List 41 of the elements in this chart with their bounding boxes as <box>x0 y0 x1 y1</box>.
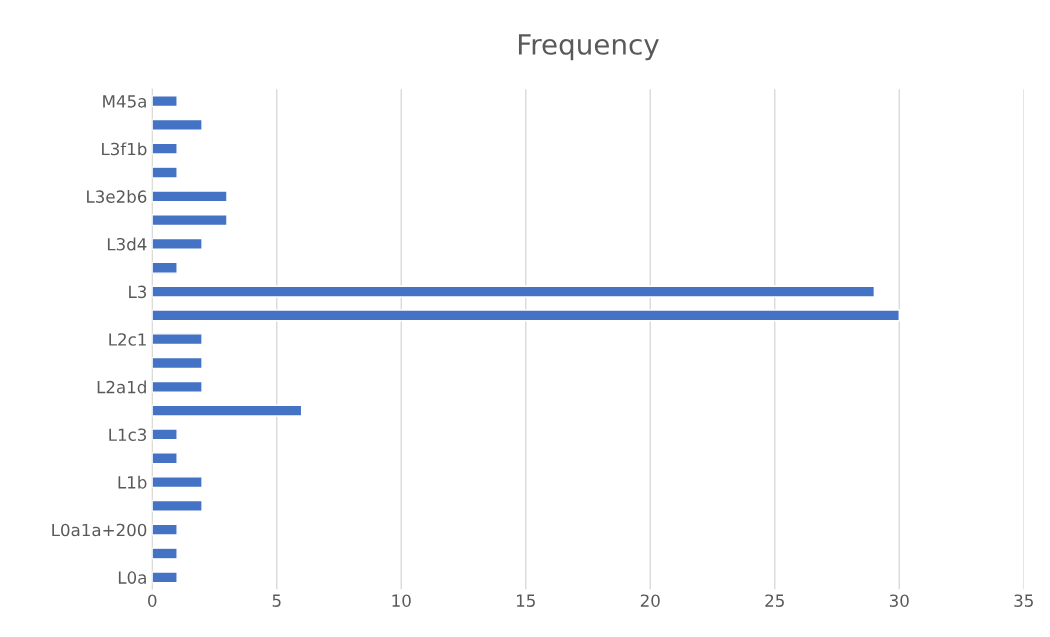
bar <box>152 476 203 489</box>
bar <box>152 285 876 298</box>
bar <box>152 356 203 370</box>
y-tick-label: L2c1 <box>109 333 146 346</box>
bar <box>152 333 203 346</box>
y-tick-label: L0a <box>118 571 146 584</box>
bar <box>152 404 303 417</box>
y-tick-label: L3 <box>129 285 147 299</box>
bar <box>152 499 203 512</box>
x-tick-label: 35 <box>1014 594 1033 607</box>
bar <box>152 452 178 465</box>
x-tick-label: 0 <box>148 594 157 607</box>
bar <box>152 309 900 322</box>
y-tick-label: L2a1d <box>97 380 146 394</box>
x-tick-label: 10 <box>392 594 411 607</box>
bar <box>152 95 178 108</box>
bar <box>152 190 228 203</box>
bar <box>152 237 203 251</box>
y-tick-label: L0a1a+200 <box>52 523 147 537</box>
x-tick-label: 5 <box>272 594 281 607</box>
bar <box>152 571 178 584</box>
bar <box>152 380 203 393</box>
chart-title: Frequency <box>518 34 659 61</box>
x-tick-label: 20 <box>640 594 660 607</box>
bar <box>152 547 178 560</box>
bar <box>152 428 178 441</box>
y-tick-label: L1c3 <box>109 428 147 442</box>
bar <box>152 523 178 536</box>
y-tick-label: L3e2b6 <box>87 190 147 203</box>
x-tick-label: 15 <box>516 594 535 607</box>
bar <box>152 118 203 131</box>
y-tick-label: L1b <box>118 475 147 489</box>
y-tick-label: L3d4 <box>107 237 147 251</box>
y-tick-label: L3f1b <box>102 142 147 156</box>
bar <box>152 261 178 274</box>
x-tick-label: 25 <box>765 594 784 607</box>
bar <box>152 214 228 227</box>
bar <box>152 142 178 155</box>
x-tick-label: 30 <box>889 594 909 607</box>
y-tick-label: M45a <box>103 95 146 108</box>
bar <box>152 166 178 179</box>
